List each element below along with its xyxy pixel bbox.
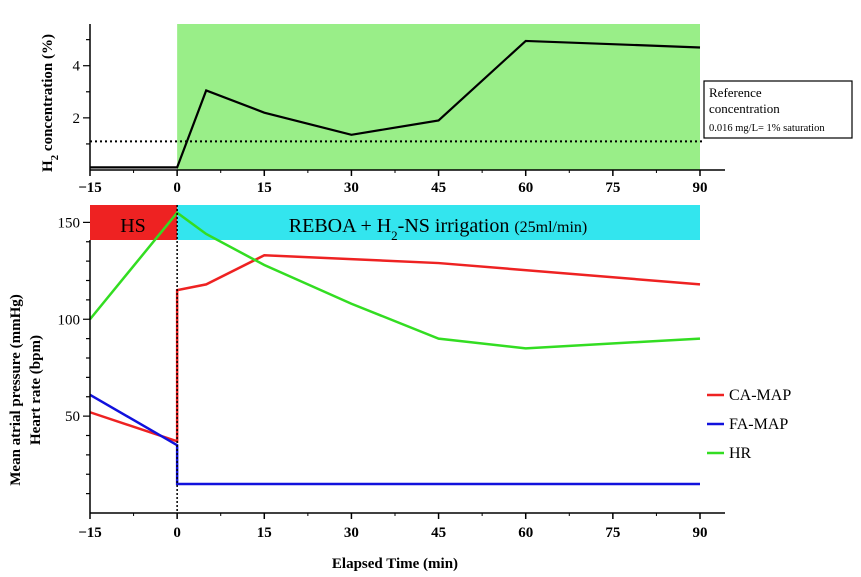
- top-x-tick-label: 15: [257, 180, 272, 196]
- x-axis-title: Elapsed Time (min): [332, 556, 458, 572]
- top-y-axis-title: H2 concentration (%): [40, 34, 61, 172]
- bottom-x-tick-label: 60: [518, 525, 533, 541]
- phase-label-reboa-main: REBOA + H: [289, 215, 391, 237]
- annotation-line-2: concentration: [709, 101, 780, 116]
- h2-concentration-panel: −15 0 15 30 45 60 75 90 24 H2 concentration (%)…: [40, 24, 853, 196]
- phase-label-reboa-sub: 2: [391, 228, 398, 243]
- phase-label-hs: HS: [120, 215, 146, 237]
- bottom-y-axis-title-1: Mean atrial pressure (mmHg): [8, 294, 24, 486]
- bottom-x-ticks: −15 0 15 30 45 60 75 90: [78, 513, 708, 541]
- phase-band-1: [177, 205, 701, 240]
- top-y-axis-title-rest: concentration (%): [40, 34, 56, 155]
- top-x-tick-label: 0: [173, 180, 181, 196]
- bottom-x-tick-label: 75: [605, 525, 620, 541]
- legend: CA-MAP FA-MAP HR: [707, 387, 791, 462]
- bottom-y-tick-label: 50: [65, 409, 80, 425]
- h2-series-line: [90, 39, 701, 169]
- bottom-x-tick-label: 30: [344, 525, 359, 541]
- annotation-line-1: Reference: [709, 85, 762, 100]
- legend-label-fa-map: FA-MAP: [729, 416, 788, 433]
- top-y-tick-label: 2: [73, 111, 81, 127]
- bottom-y-axis-title-2: Heart rate (bpm): [28, 335, 44, 445]
- legend-label-hr: HR: [729, 445, 752, 462]
- top-x-tick-label: 60: [518, 180, 533, 196]
- top-y-axis-title-sub: 2: [49, 154, 61, 160]
- reference-annotation-box: Reference concentration 0.016 mg/L= 1% s…: [703, 80, 853, 139]
- phase-band-0: [90, 205, 178, 240]
- series-line-ca-map: [89, 254, 701, 444]
- bottom-y-tick-label: 150: [58, 215, 81, 231]
- phase-bands: [90, 205, 701, 240]
- top-y-axis-title-main: H: [40, 160, 56, 172]
- bottom-x-tick-label: 90: [693, 525, 708, 541]
- top-x-tick-label: 90: [693, 180, 708, 196]
- top-y-ticks: 24: [73, 39, 90, 145]
- bottom-y-ticks: 50 100 150: [58, 215, 90, 495]
- bottom-y-tick-label: 100: [58, 312, 81, 328]
- annotation-line-3: 0.016 mg/L= 1% saturation: [709, 123, 825, 134]
- series-line-fa-map: [89, 393, 700, 486]
- hemodynamic-series: [89, 210, 701, 486]
- top-x-tick-label: 75: [605, 180, 620, 196]
- bottom-x-tick-label: −15: [78, 525, 102, 541]
- top-y-tick-label: 4: [73, 59, 81, 75]
- h2-shaded-band: [177, 24, 701, 170]
- legend-label-ca-map: CA-MAP: [729, 387, 791, 404]
- hemodynamics-panel: HS REBOA + H2-NS irrigation (25ml/min) −…: [8, 205, 791, 572]
- top-x-tick-label: −15: [78, 180, 102, 196]
- phase-label-reboa-rest: -NS irrigation: [398, 215, 515, 237]
- top-x-ticks: −15 0 15 30 45 60 75 90: [78, 170, 708, 196]
- series-line-hr: [89, 210, 701, 350]
- phase-label-reboa: REBOA + H2-NS irrigation (25ml/min): [289, 215, 587, 243]
- bottom-x-tick-label: 45: [431, 525, 446, 541]
- bottom-x-tick-label: 15: [257, 525, 272, 541]
- top-x-tick-label: 30: [344, 180, 359, 196]
- bottom-x-tick-label: 0: [173, 525, 181, 541]
- top-x-tick-label: 45: [431, 180, 446, 196]
- phase-label-reboa-rate: (25ml/min): [514, 219, 587, 236]
